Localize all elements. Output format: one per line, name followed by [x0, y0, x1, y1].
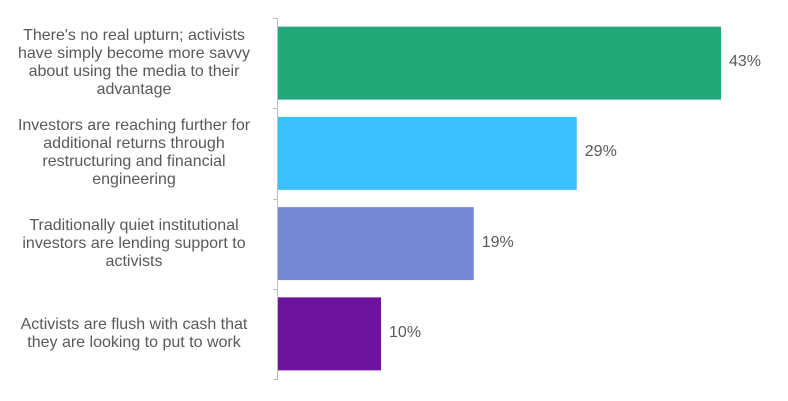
category-label: Activists are flush with cash that they …: [20, 315, 248, 351]
bar: [278, 207, 474, 281]
bar: [278, 116, 577, 190]
bars-group: [278, 26, 721, 371]
data-label: 43%: [729, 53, 762, 71]
category-axis-ticks: [273, 18, 278, 380]
data-label: 10%: [389, 323, 422, 341]
category-label: Traditionally quiet institutional invest…: [22, 216, 246, 270]
bar: [278, 297, 382, 371]
data-label: 19%: [481, 233, 514, 251]
bar: [278, 26, 721, 100]
data-label: 29%: [584, 143, 617, 161]
category-label: Investors are reaching further for addit…: [17, 117, 251, 189]
category-label: There's no real upturn; activists have s…: [17, 27, 251, 99]
